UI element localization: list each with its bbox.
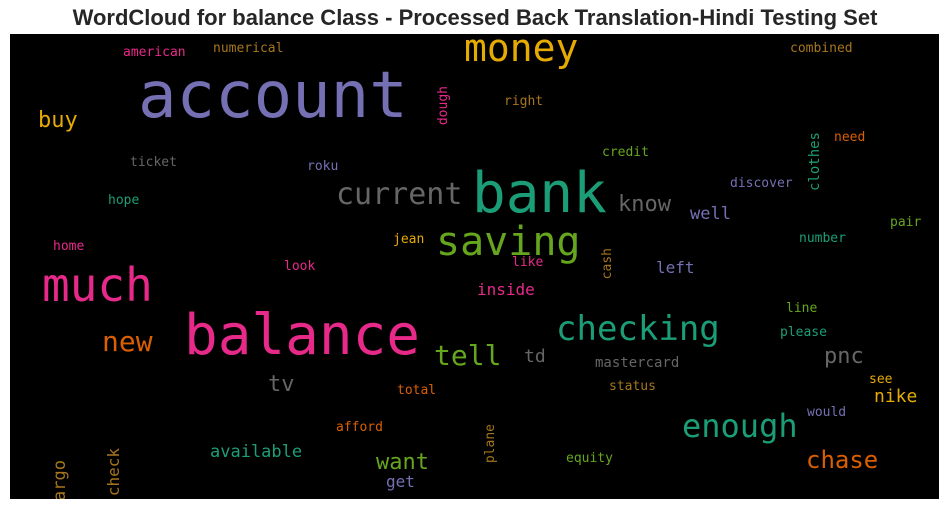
word-enough: enough	[682, 407, 798, 445]
word-please: please	[780, 325, 827, 340]
word-pair: pair	[890, 215, 922, 230]
word-bank: bank	[472, 161, 607, 226]
word-right: right	[504, 94, 544, 109]
word-like: like	[512, 255, 544, 270]
word-line: line	[786, 301, 818, 316]
word-dough: dough	[436, 86, 451, 126]
word-plane: plane	[483, 424, 498, 464]
word-buy: buy	[38, 108, 78, 133]
word-check: check	[104, 448, 123, 497]
word-cash: cash	[600, 248, 615, 280]
word-know: know	[618, 192, 671, 217]
word-credit: credit	[602, 145, 649, 160]
word-numerical: numerical	[213, 41, 284, 56]
word-checking: checking	[556, 309, 720, 349]
word-td: td	[524, 346, 546, 367]
word-look: look	[284, 259, 316, 274]
word-hope: hope	[108, 193, 140, 208]
word-combined: combined	[790, 41, 853, 56]
word-get: get	[386, 472, 415, 491]
word-need: need	[834, 130, 866, 145]
word-discover: discover	[730, 176, 793, 191]
word-chase: chase	[806, 446, 879, 474]
word-total: total	[397, 383, 437, 398]
word-new: new	[102, 325, 153, 358]
word-tell: tell	[434, 339, 502, 372]
word-fargo: fargo	[50, 460, 70, 499]
wordcloud-canvas: account balance bank money much saving checkin…	[10, 34, 939, 499]
word-home: home	[53, 239, 85, 254]
word-left: left	[656, 258, 695, 277]
word-tv: tv	[268, 372, 295, 397]
word-would: would	[807, 405, 847, 420]
word-current: current	[336, 177, 463, 212]
word-mastercard: mastercard	[595, 355, 680, 371]
word-account: account	[138, 59, 408, 133]
word-number: number	[799, 231, 846, 246]
word-well: well	[690, 204, 731, 224]
word-ticket: ticket	[130, 155, 177, 170]
word-pnc: pnc	[824, 344, 864, 369]
word-much: much	[42, 258, 153, 312]
word-want: want	[376, 450, 429, 475]
chart-title: WordCloud for balance Class - Processed …	[72, 5, 878, 30]
word-nike: nike	[874, 386, 918, 407]
word-equity: equity	[566, 451, 613, 466]
word-american: american	[123, 45, 186, 60]
word-clothes: clothes	[807, 132, 823, 192]
word-inside: inside	[477, 280, 535, 299]
word-balance: balance	[184, 303, 421, 368]
word-jean: jean	[393, 232, 425, 247]
word-available: available	[210, 442, 303, 462]
word-money: money	[464, 34, 579, 70]
word-roku: roku	[307, 159, 339, 174]
word-saving: saving	[436, 219, 581, 265]
word-status: status	[609, 379, 656, 394]
word-afford: afford	[336, 420, 383, 435]
word-see: see	[869, 372, 893, 387]
